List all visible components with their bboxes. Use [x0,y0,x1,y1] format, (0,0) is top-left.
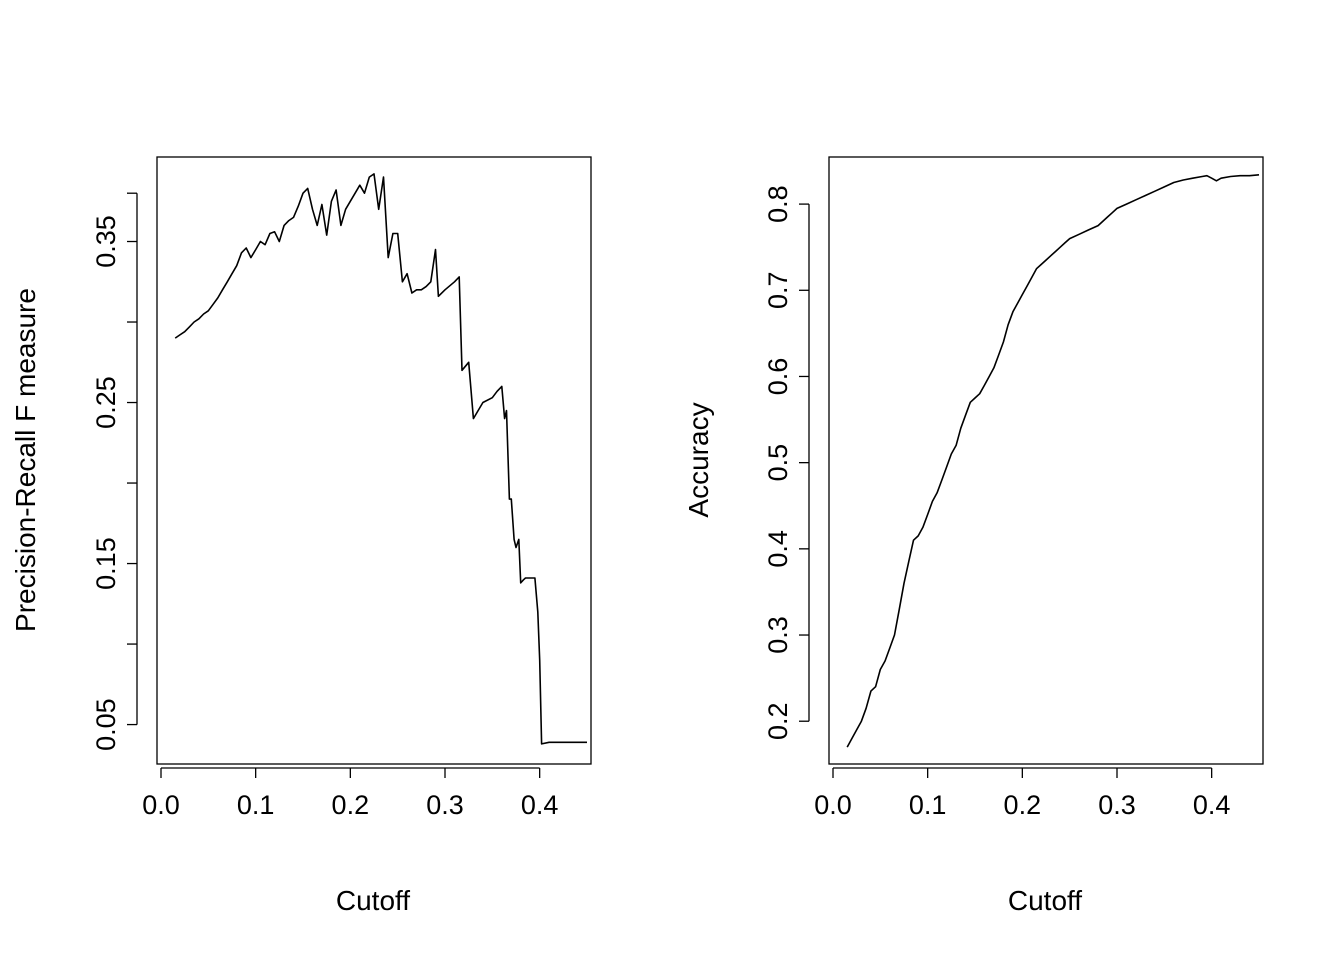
x-tick-label-right: 0.4 [1193,790,1231,820]
x-axis-title-right: Cutoff [1008,885,1082,916]
left-panel: Cutoff Precision-Recall F measure 0.0 0.1… [10,156,592,916]
y-tick-label-left: 0.15 [91,537,121,590]
x-tick-label-right: 0.0 [814,790,852,820]
y-axis-title-left: Precision-Recall F measure [10,288,41,632]
y-tick-label-right: 0.4 [763,530,793,568]
y-tick-label-right: 0.2 [763,702,793,740]
right-panel: Cutoff Accuracy 0.0 0.1 0.2 0.3 0.4 0.2 0.3 0.4… [683,156,1264,916]
plot-frame-left [156,156,592,765]
x-tick-label-left: 0.0 [142,790,180,820]
y-axis-title-right: Accuracy [683,402,714,517]
x-tick-label-left: 0.4 [521,790,559,820]
plot-frame-right [828,156,1264,765]
x-tick-label-left: 0.3 [426,790,464,820]
x-tick-label-right: 0.3 [1098,790,1136,820]
y-tick-label-left: 0.25 [91,376,121,429]
x-tick-label-left: 0.1 [237,790,275,820]
y-tick-label-right: 0.8 [763,185,793,223]
y-tick-label-right: 0.3 [763,616,793,654]
x-tick-label-right: 0.2 [1004,790,1042,820]
x-axis-title-left: Cutoff [336,885,410,916]
y-tick-label-right: 0.6 [763,358,793,396]
series-line-left [174,173,587,745]
y-tick-label-right: 0.5 [763,444,793,482]
y-tick-label-right: 0.7 [763,272,793,310]
y-tick-label-left: 0.35 [91,215,121,268]
series-line-right [846,174,1260,748]
y-tick-label-left: 0.05 [91,698,121,751]
x-tick-label-right: 0.1 [909,790,947,820]
x-tick-label-left: 0.2 [332,790,370,820]
